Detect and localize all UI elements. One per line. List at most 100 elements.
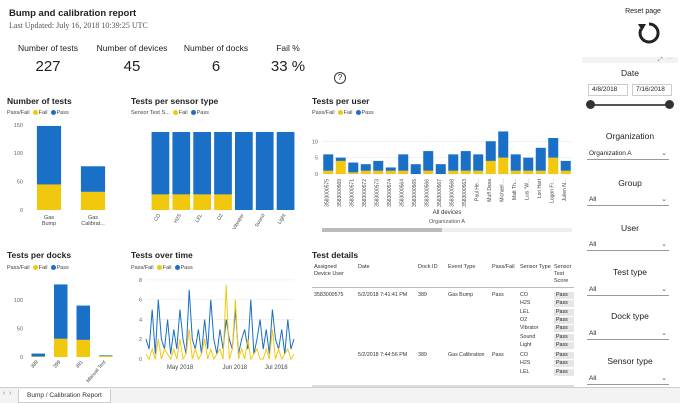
bar-fail	[348, 172, 359, 174]
group-dropdown[interactable]: All ⌄	[587, 194, 669, 206]
x-tick-label: Paul He...	[474, 179, 480, 201]
x-tick-label: 3583000575	[324, 179, 330, 207]
tab-bump-calibration-report[interactable]: Bump / Calibration Report	[18, 389, 111, 403]
help-icon[interactable]: ?	[334, 72, 346, 84]
cell-sensor: Light	[520, 341, 532, 348]
legend-pass: Pass	[180, 265, 193, 271]
table-scrollbar[interactable]	[312, 385, 574, 387]
user-dropdown[interactable]: All ⌄	[587, 239, 669, 251]
bar-pass	[498, 131, 509, 158]
y-tick-label: 0	[139, 357, 142, 363]
col-sensor[interactable]: Sensor Type	[520, 264, 551, 270]
chart-time: 0 2 4 6 8 May 2018 Jun 2018 Jul 2018	[139, 278, 295, 371]
pass-dot-icon	[355, 110, 361, 116]
legend-fail: Fail	[162, 265, 172, 271]
bar-fail	[373, 170, 384, 174]
chevron-down-icon: ⌄	[661, 150, 667, 157]
date-slider-end-handle[interactable]	[665, 100, 674, 109]
bar-pass	[193, 132, 212, 195]
date-from-input[interactable]: 4/8/2018	[588, 84, 628, 96]
cell-sensor: Vibrator	[520, 325, 539, 332]
prev-page-icon[interactable]: ‹	[3, 390, 6, 397]
bar-pass	[510, 154, 521, 171]
y-tick-label: 50	[17, 180, 23, 186]
col-event[interactable]: Event Type	[448, 264, 476, 270]
bar-fail	[548, 157, 559, 174]
bar-fail	[473, 170, 484, 174]
x-tick-label: Muff Dava	[487, 179, 493, 202]
group-slicer-label: Group	[618, 178, 642, 188]
col-passfail[interactable]: Pass/Fail	[492, 264, 515, 270]
legend-time: Pass/Fail Fail Pass	[131, 265, 193, 271]
col-score[interactable]: Sensor Test Score	[554, 264, 572, 284]
bar-fail	[323, 170, 334, 174]
legend-title: Pass/Fail	[7, 110, 30, 116]
bar-pass	[485, 141, 496, 161]
report-canvas: Bump and calibration report Last Updated…	[0, 0, 580, 387]
cell-sensor: O2	[520, 316, 528, 323]
kpi-value-devices: 45	[123, 58, 141, 75]
reset-label: Reset page	[625, 8, 661, 15]
chart-title-user: Tests per user	[312, 96, 370, 106]
bar-fail	[498, 157, 509, 174]
bar-fail	[193, 194, 212, 210]
bar-fail	[36, 184, 62, 210]
bar-pass	[473, 154, 484, 171]
details-title: Test details	[312, 250, 359, 260]
docktype-dropdown[interactable]: All ⌄	[587, 328, 669, 340]
legend-pass: Pass	[361, 110, 374, 116]
col-user[interactable]: Assigned Device User	[314, 264, 344, 277]
cell-score: Pass	[554, 341, 574, 349]
testtype-value: All	[589, 286, 597, 293]
pass-dot-icon	[190, 110, 196, 116]
x-tick-label: Julien N...	[562, 179, 568, 201]
cell-score: Pass	[554, 308, 574, 316]
org-value: Organization A	[589, 150, 632, 157]
testtype-dropdown[interactable]: All ⌄	[587, 284, 669, 296]
date-range-slider[interactable]	[590, 104, 670, 106]
next-page-icon[interactable]: ›	[9, 390, 12, 397]
reset-icon[interactable]	[636, 20, 662, 46]
bar-fail	[448, 170, 459, 174]
cell-date: 5/2/2018 7:41:41 PM	[358, 292, 408, 298]
x-tick-label: 3583000568	[449, 179, 455, 207]
chart-tests: 050100150GasBumpGasCalibrat...	[14, 123, 105, 227]
chart-user: 0 5 10 3583000575 3583000569 3583000571 358300…	[312, 131, 572, 232]
date-to-input[interactable]: 7/16/2018	[632, 84, 672, 96]
cell-score: Pass	[554, 333, 574, 341]
col-date[interactable]: Date	[358, 264, 370, 270]
testtype-slicer-label: Test type	[612, 267, 648, 277]
date-slider-start-handle[interactable]	[586, 100, 595, 109]
chart-title-tests: Number of tests	[7, 96, 72, 106]
more-options-icon[interactable]: ···	[667, 56, 673, 62]
bar-pass	[151, 132, 170, 195]
user-value: All	[589, 241, 597, 248]
x-tick-label: Lori Hart	[537, 178, 543, 198]
y-tick-label: 0	[20, 208, 23, 214]
x-tick-label: 3583000571	[349, 179, 355, 207]
y-tick-label: 2	[139, 337, 142, 343]
pass-dot-icon	[174, 265, 180, 271]
chart-sensor: CO H2S LEL O2 Vibrator Sound Light	[151, 132, 295, 231]
chart-title-time: Tests over time	[131, 250, 193, 260]
cell-sensor: H2S	[520, 360, 531, 367]
x-tick-label: 389	[30, 359, 40, 369]
col-dock[interactable]: Dock ID	[418, 264, 438, 270]
bar-pass	[435, 164, 446, 174]
focus-mode-icon[interactable]: ⤢	[658, 57, 663, 63]
x-tick-label: 399	[52, 359, 62, 369]
bar-pass	[172, 132, 191, 195]
fail-dot-icon	[156, 265, 162, 271]
x-tick-label: Gas	[44, 215, 54, 221]
legend-pass: Pass	[56, 110, 69, 116]
y-tick-label: 0	[315, 172, 318, 178]
x-tick-label: Bump	[42, 221, 56, 227]
legend-fail: Fail	[343, 110, 353, 116]
org-dropdown[interactable]: Organization A ⌄	[587, 148, 669, 160]
sensortype-dropdown[interactable]: All ⌄	[587, 373, 669, 385]
group-value: All	[589, 196, 597, 203]
cell-score: Pass	[554, 368, 574, 376]
x-tick-label: Jul 2018	[265, 365, 288, 371]
cell-event: Gas Calibration	[448, 352, 485, 359]
